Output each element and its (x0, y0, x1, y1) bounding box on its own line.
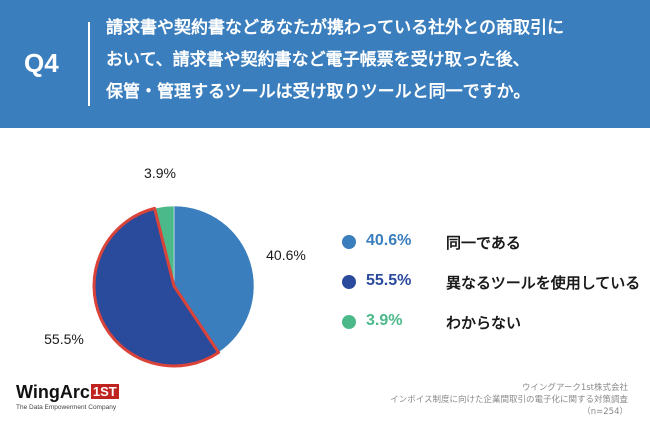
chart-legend: 40.6% 同一である 55.5% 異なるツールを使用している 3.9% わから… (342, 232, 642, 352)
pie-slice-different (92, 206, 221, 368)
logo-wordmark: WingArc 1ST (16, 382, 119, 403)
legend-swatch (342, 235, 356, 249)
legend-percent: 55.5% (366, 272, 412, 289)
legend-label: 同一である (446, 234, 521, 252)
logo-badge: 1ST (90, 384, 119, 399)
wingarc-logo: WingArc 1ST The Data Empowerment Company (16, 382, 119, 411)
pie-slice-same (173, 205, 255, 353)
slice-label-same: 40.6% (266, 247, 306, 263)
logo-tagline: The Data Empowerment Company (16, 404, 117, 411)
legend-item-unknown: 3.9% わからない (342, 312, 642, 332)
source-line: インボイス制度に向けた企業間取引の電子化に関する対策調査 (390, 395, 628, 405)
question-line: 保管・管理するツールは受け取りツールと同一ですか。 (106, 82, 531, 102)
pie-chart: 40.6% 55.5% 3.9% (44, 165, 306, 368)
legend-item-different: 55.5% 異なるツールを使用している (342, 272, 642, 292)
logo-text: WingArc (16, 382, 90, 402)
question-number: Q4 (24, 48, 59, 78)
source-line: ウイングアーク1st株式会社 (521, 383, 628, 393)
legend-label: わからない (446, 314, 522, 332)
slice-label-different: 55.5% (44, 331, 84, 347)
legend-percent: 3.9% (366, 312, 403, 329)
legend-swatch (342, 275, 356, 289)
header-divider (88, 22, 90, 106)
question-line: 請求書や契約書などあなたが携わっている社外との商取引に (106, 18, 564, 38)
legend-swatch (342, 315, 356, 329)
source-line: （n=254） (582, 407, 628, 417)
source-note: ウイングアーク1st株式会社 インボイス制度に向けた企業間取引の電子化に関する対… (390, 382, 628, 418)
legend-percent: 40.6% (366, 232, 412, 249)
slice-label-unknown: 3.9% (144, 165, 176, 181)
legend-item-same: 40.6% 同一である (342, 232, 642, 252)
legend-label: 異なるツールを使用している (446, 274, 641, 292)
question-text: 請求書や契約書などあなたが携わっている社外との商取引に おいて、請求書や契約書な… (106, 12, 636, 108)
question-header: Q4 請求書や契約書などあなたが携わっている社外との商取引に おいて、請求書や契… (0, 0, 650, 128)
question-line: おいて、請求書や契約書など電子帳票を受け取った後、 (106, 50, 530, 70)
